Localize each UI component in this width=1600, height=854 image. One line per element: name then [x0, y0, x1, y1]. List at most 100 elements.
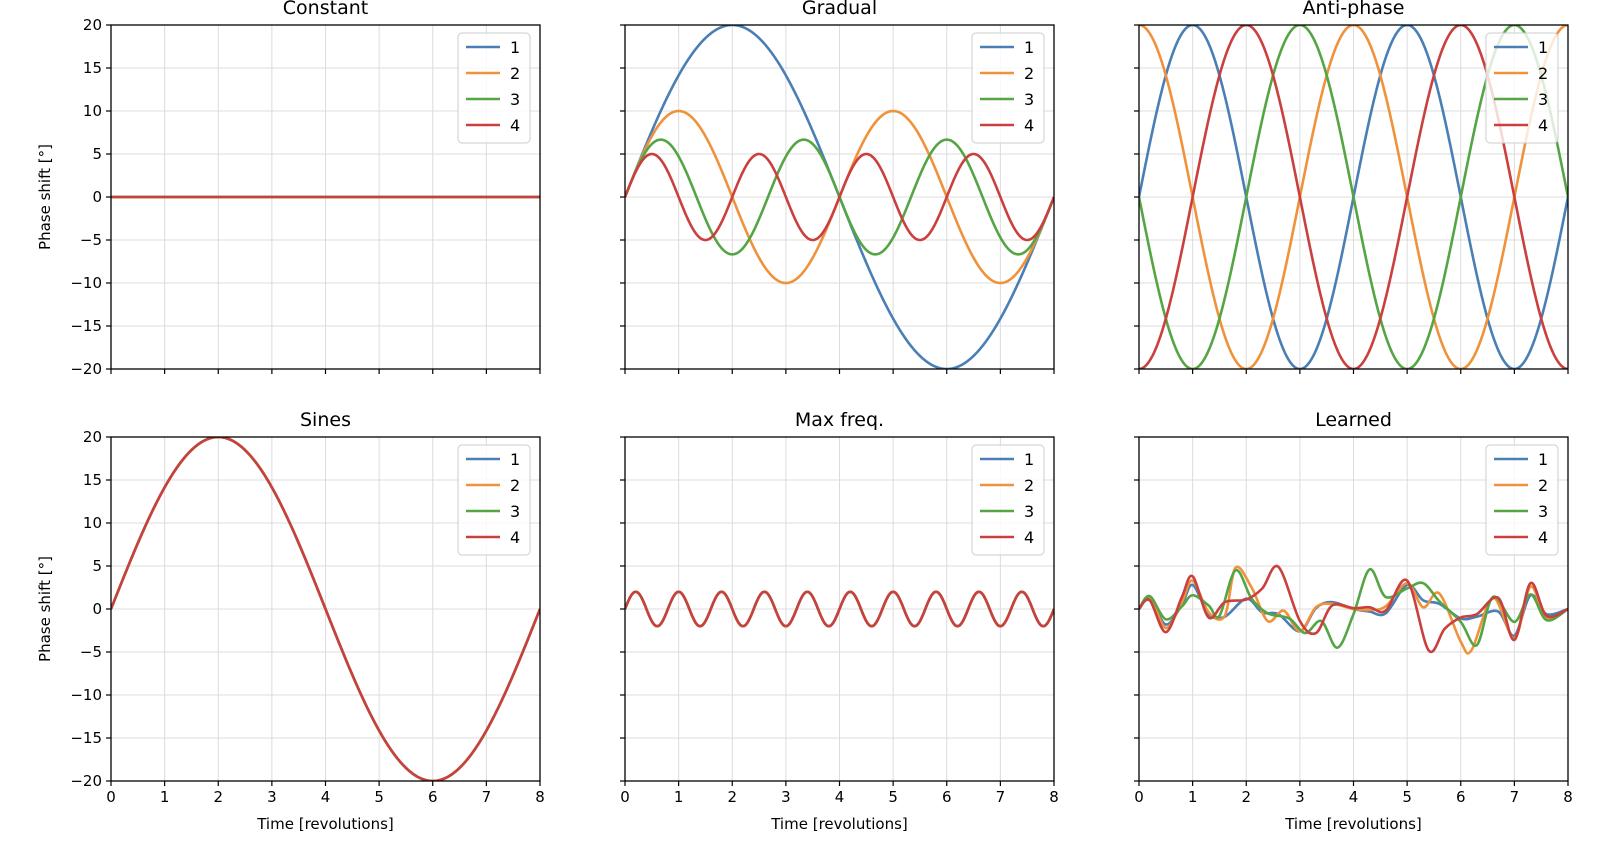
y-tick-label: −10 — [70, 274, 102, 292]
y-tick-label: −10 — [70, 686, 102, 704]
x-tick-label: 8 — [535, 788, 545, 806]
legend-box — [1485, 32, 1559, 144]
legend-label-1: 1 — [1024, 450, 1034, 469]
ticks: 0 1 2 3 4 5 6 7 8 — [620, 436, 1059, 806]
legend-box — [971, 32, 1045, 144]
legend-label-1: 1 — [1538, 450, 1548, 469]
x-tick-label: 6 — [1456, 788, 1466, 806]
legend-label-2: 2 — [510, 64, 520, 83]
legend-label-3: 3 — [1538, 502, 1548, 521]
panel-title: Sines — [300, 409, 351, 431]
y-tick-label: −15 — [70, 317, 102, 335]
legend-label-2: 2 — [1024, 64, 1034, 83]
ticks: 20 15 10 5 0 −5 −10 −15 −20 — [70, 16, 541, 378]
x-tick-label: 2 — [727, 788, 737, 806]
series-line-2 — [1139, 25, 1568, 369]
y-tick-label: −5 — [80, 643, 102, 661]
panel-title: Max freq. — [795, 409, 884, 431]
x-tick-label: 7 — [1510, 788, 1520, 806]
series-group — [625, 590, 1054, 628]
legend: 1 2 3 4 — [971, 444, 1045, 556]
x-tick-label: 3 — [1295, 788, 1305, 806]
legend: 1 2 3 4 — [457, 444, 531, 556]
legend-label-2: 2 — [1538, 476, 1548, 495]
x-tick-label: 1 — [160, 788, 170, 806]
x-tick-label: 4 — [835, 788, 845, 806]
legend-box — [1485, 444, 1559, 556]
y-axis-label: Phase shift [°] — [36, 556, 54, 662]
y-tick-label: 15 — [83, 471, 102, 489]
y-tick-label: 15 — [83, 59, 102, 77]
ticks: 0 1 2 3 4 5 6 7 8 — [1134, 436, 1573, 806]
legend-label-3: 3 — [510, 502, 520, 521]
legend-label-1: 1 — [1024, 38, 1034, 57]
y-tick-label: 0 — [92, 600, 102, 618]
x-tick-label: 6 — [942, 788, 952, 806]
x-tick-label: 8 — [1049, 788, 1059, 806]
y-tick-label: 20 — [83, 428, 102, 446]
series-group — [1139, 564, 1568, 655]
x-tick-label: 4 — [321, 788, 331, 806]
series-group — [111, 437, 540, 781]
ticks: 0 1 2 3 4 5 6 7 8 20 15 10 5 0 −5 −10 −15 −20 — [70, 428, 544, 806]
x-tick-label: 2 — [213, 788, 223, 806]
legend-label-4: 4 — [1538, 116, 1548, 135]
ticks — [1134, 24, 1569, 374]
x-axis-label: Time [revolutions] — [770, 815, 908, 833]
y-tick-label: −20 — [70, 772, 102, 790]
legend: 1 2 3 4 — [1485, 444, 1559, 556]
legend-label-1: 1 — [510, 450, 520, 469]
panel-title: Gradual — [802, 0, 877, 19]
x-tick-label: 3 — [781, 788, 791, 806]
x-tick-label: 7 — [482, 788, 492, 806]
panel-6: 0 1 2 3 4 5 6 7 8 Learned Time [revolutions] 1 2 3 4 — [1134, 409, 1573, 833]
legend-label-3: 3 — [1024, 502, 1034, 521]
panel-5: 0 1 2 3 4 5 6 7 8 Max freq. Time [revolutions] 1 2 3 4 — [620, 409, 1059, 833]
x-tick-label: 0 — [620, 788, 630, 806]
panel-4: 0 1 2 3 4 5 6 7 8 20 15 10 5 0 −5 −10 −15 −20 Sines Time [r… — [36, 409, 545, 833]
legend-label-2: 2 — [510, 476, 520, 495]
panel-2: Gradual 1 2 3 4 — [620, 0, 1055, 374]
legend-label-3: 3 — [510, 90, 520, 109]
legend: 1 2 3 4 — [457, 32, 531, 144]
panel-3: Anti-phase 1 2 3 4 — [1134, 0, 1569, 374]
x-tick-label: 7 — [996, 788, 1006, 806]
legend-label-2: 2 — [1024, 476, 1034, 495]
y-tick-label: 5 — [92, 557, 102, 575]
legend-box — [457, 32, 531, 144]
legend-label-2: 2 — [1538, 64, 1548, 83]
legend-box — [971, 444, 1045, 556]
series-line-3 — [1139, 568, 1568, 649]
legend-label-3: 3 — [1024, 90, 1034, 109]
x-tick-label: 8 — [1563, 788, 1573, 806]
y-tick-label: 0 — [92, 188, 102, 206]
y-axis-label: Phase shift [°] — [36, 144, 54, 250]
y-tick-label: 20 — [83, 16, 102, 34]
x-tick-label: 0 — [106, 788, 116, 806]
panel-1: 20 15 10 5 0 −5 −10 −15 −20 Constant Phase shift [… — [36, 0, 541, 378]
y-tick-label: 10 — [83, 514, 102, 532]
series-line-4 — [1139, 564, 1568, 654]
ticks — [620, 24, 1055, 374]
panel-title: Constant — [283, 0, 368, 19]
legend-label-1: 1 — [1538, 38, 1548, 57]
legend: 1 2 3 4 — [1485, 32, 1559, 144]
x-tick-label: 1 — [1188, 788, 1198, 806]
legend-label-4: 4 — [510, 116, 520, 135]
y-tick-label: −15 — [70, 729, 102, 747]
x-tick-label: 3 — [267, 788, 277, 806]
x-tick-label: 1 — [674, 788, 684, 806]
x-tick-label: 5 — [374, 788, 384, 806]
legend-label-4: 4 — [1024, 528, 1034, 547]
y-tick-label: 10 — [83, 102, 102, 120]
series-line-4 — [111, 437, 540, 781]
series-group — [625, 25, 1054, 369]
x-tick-label: 2 — [1241, 788, 1251, 806]
x-axis-label: Time [revolutions] — [256, 815, 394, 833]
x-tick-label: 5 — [1402, 788, 1412, 806]
x-tick-label: 5 — [888, 788, 898, 806]
x-tick-label: 6 — [428, 788, 438, 806]
x-tick-label: 0 — [1134, 788, 1144, 806]
series-line-4 — [625, 152, 1054, 242]
